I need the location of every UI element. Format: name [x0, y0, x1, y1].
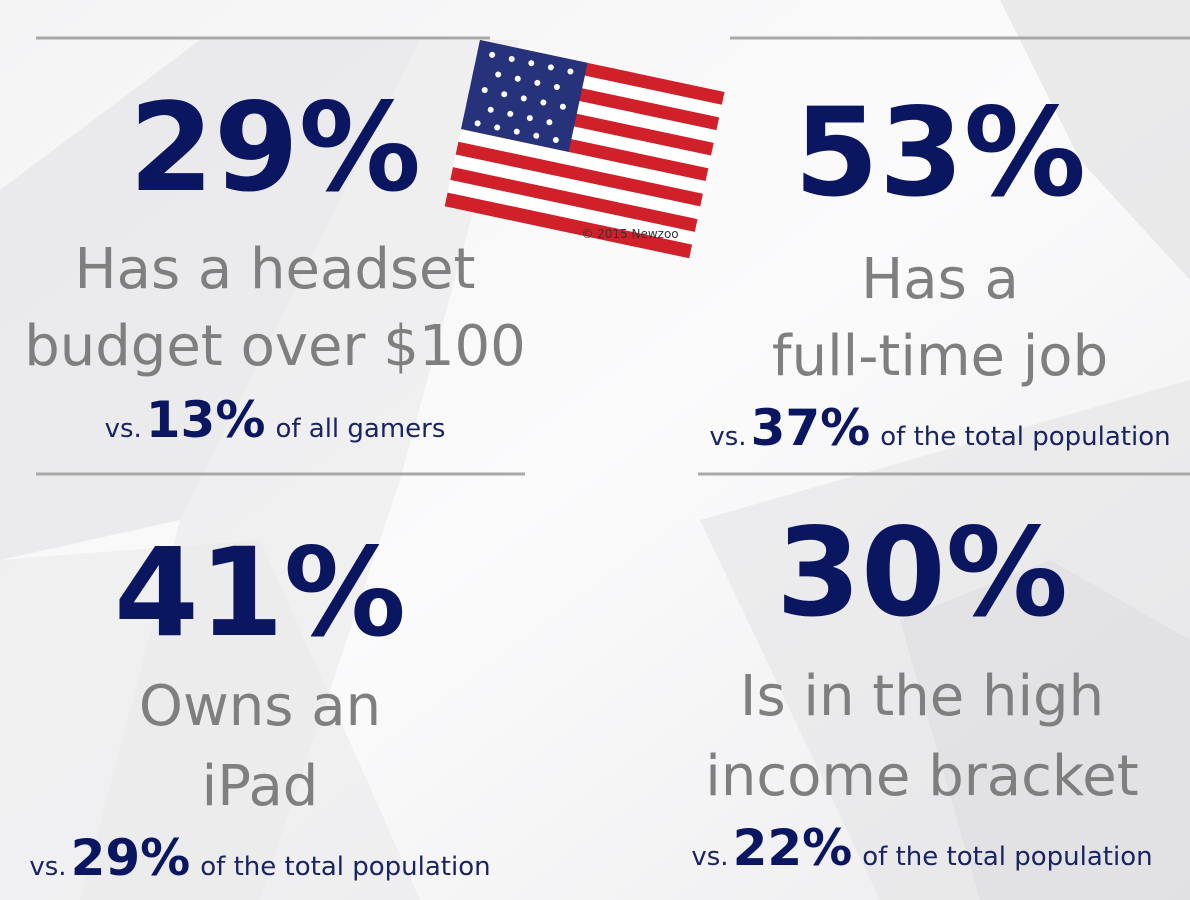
comparison-value: 22% [733, 819, 853, 877]
stat-description: full-time job [772, 324, 1108, 389]
stat-description: Owns an [139, 674, 381, 739]
stat-description: income bracket [705, 744, 1138, 809]
comparison-suffix: of the total population [880, 422, 1170, 452]
comparison-prefix: vs. [709, 422, 746, 452]
comparison-value: 13% [146, 391, 266, 449]
stat-description: Is in the high [740, 664, 1104, 729]
comparison-line: vs.29% of the total population [29, 829, 490, 887]
comparison-prefix: vs. [105, 414, 142, 444]
stat-value: 29% [129, 77, 421, 219]
stat-value: 30% [776, 502, 1068, 644]
comparison-line: vs.37% of the total population [709, 399, 1170, 457]
stat-description: Has a headset [75, 237, 476, 302]
comparison-suffix: of all gamers [275, 414, 445, 444]
comparison-line: vs.22% of the total population [691, 819, 1152, 877]
comparison-prefix: vs. [29, 852, 66, 882]
stat-block: 29% Has a headset budget over $100 vs.13% of… [24, 77, 526, 449]
comparison-suffix: of the total population [200, 852, 490, 882]
stat-value: 41% [114, 522, 406, 664]
stat-description: Has a [861, 247, 1019, 312]
stat-block: 53% Has a full-time job vs.37% of the total … [709, 82, 1170, 457]
divider-lines [36, 36, 1190, 476]
comparison-line: vs.13% of all gamers [105, 391, 446, 449]
stat-description: iPad [202, 754, 319, 819]
flag [444, 39, 725, 259]
credit: © 2015 Newzoo [581, 227, 678, 241]
comparison-suffix: of the total population [862, 842, 1152, 872]
comparison-prefix: vs. [691, 842, 728, 872]
comparison-value: 37% [751, 399, 871, 457]
comparison-value: 29% [71, 829, 191, 887]
stat-description: budget over $100 [24, 314, 526, 379]
stat-value: 53% [794, 82, 1086, 224]
stat-block: 30% Is in the high income bracket vs.22% of … [691, 502, 1152, 877]
stat-block: 41% Owns an iPad vs.29% of the total populat… [29, 522, 490, 887]
